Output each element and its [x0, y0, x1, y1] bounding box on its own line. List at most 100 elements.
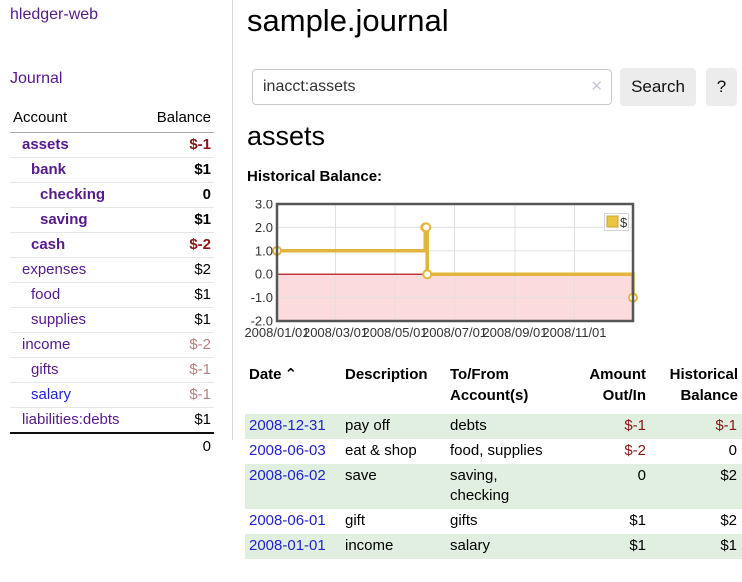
svg-text:-1.0: -1.0	[251, 290, 273, 305]
account-link[interactable]: income	[22, 336, 71, 353]
chart-frame	[275, 202, 635, 323]
y-axis-labels: 3.0 2.0 1.0 0.0 -1.0 -2.0	[251, 200, 273, 329]
account-link[interactable]: salary	[31, 386, 72, 403]
svg-text:2008/01/01: 2008/01/01	[244, 325, 309, 340]
register-header-to-from-account-s-: To/From Account(s)	[446, 362, 558, 414]
svg-text:0.0: 0.0	[255, 267, 273, 282]
sort-ascending-icon: ⌃	[284, 366, 298, 383]
account-balance: $1	[142, 157, 214, 183]
svg-text:2008/11/01: 2008/11/01	[542, 325, 606, 340]
account-balance: $1	[142, 407, 214, 433]
help-button[interactable]: ?	[706, 68, 737, 106]
account-balance: $1	[142, 307, 214, 333]
transaction-date-link-cell: 2008-06-01	[245, 509, 341, 534]
account-link[interactable]: assets	[22, 136, 69, 153]
register-header-label: Description	[345, 366, 428, 383]
register-row: 2008-06-03 eat & shop food, supplies $-2 0	[245, 439, 742, 464]
svg-text:-2.0: -2.0	[251, 314, 273, 329]
account-balance: 0	[142, 182, 214, 208]
accounts-total-value: 0	[142, 432, 214, 460]
search-button[interactable]: Search	[620, 68, 696, 106]
transaction-balance-cell: 0	[728, 442, 737, 459]
account-name-cell: bank	[10, 157, 143, 183]
sidebar-divider	[232, 0, 233, 440]
register-header-date[interactable]: Date ⌃	[245, 362, 341, 414]
account-link[interactable]: checking	[40, 186, 106, 203]
clear-search-icon[interactable]: ✕	[590, 78, 603, 95]
account-name-cell: cash	[10, 232, 143, 258]
transaction-date-link-cell: 2008-01-01	[245, 534, 341, 559]
account-balance: $2	[142, 257, 214, 283]
transaction-date-link[interactable]: 2008-06-03	[249, 442, 326, 459]
transaction-balance-cell: $2	[720, 467, 737, 484]
svg-text:2008/03/01: 2008/03/01	[303, 325, 368, 340]
register-header-amount-out-in: Amount Out/In	[558, 362, 650, 414]
account-row: salary $-1	[10, 382, 214, 408]
transaction-amount-cell: $-2	[624, 442, 646, 459]
main-panel: sample.journal ✕ Search ? assets Histori…	[244, 0, 742, 582]
transaction-date-link[interactable]: 2008-01-01	[249, 537, 326, 554]
transaction-amount-cell: $-1	[624, 417, 646, 434]
accounts-header-balance: Balance	[142, 107, 214, 133]
register-table: Date ⌃ Description To/From Account(s) Amount…	[245, 362, 742, 559]
account-row: bank $1	[10, 157, 214, 183]
account-link[interactable]: gifts	[31, 361, 59, 378]
transaction-balance-cell: $2	[720, 512, 737, 529]
transaction-date-link[interactable]: 2008-06-02	[249, 467, 326, 484]
register-row: 2008-01-01 income salary $1 $1	[245, 534, 742, 559]
account-link[interactable]: saving	[40, 211, 88, 228]
accounts-total-row: 0	[10, 432, 214, 460]
transaction-accounts-cell: salary	[450, 537, 491, 554]
accounts-table: Account Balance assets $-1 bank $1 checking 0…	[10, 107, 214, 460]
account-link[interactable]: expenses	[22, 261, 87, 278]
account-link[interactable]: liabilities:debts	[22, 411, 120, 428]
accounts-total-spacer	[10, 432, 143, 460]
transaction-accounts-cell: saving, checking	[450, 467, 510, 504]
svg-text:3.0: 3.0	[255, 200, 273, 212]
account-link[interactable]: supplies	[31, 311, 87, 328]
transaction-date-link-cell: 2008-06-03	[245, 439, 341, 464]
account-balance: $-2	[142, 232, 214, 258]
account-row: cash $-2	[10, 232, 214, 258]
historical-balance-chart: 3.0 2.0 1.0 0.0 -1.0 -2.02008/01/012008/03/01…	[244, 200, 638, 340]
register-row: 2008-06-01 gift gifts $1 $2	[245, 509, 742, 534]
balance-markers	[272, 222, 638, 303]
account-name-cell: saving	[10, 207, 143, 233]
sidebar-item-journal[interactable]: Journal	[10, 70, 63, 87]
register-header-label: Amount Out/In	[589, 366, 646, 404]
account-row: expenses $2	[10, 257, 214, 283]
account-row: checking 0	[10, 182, 214, 208]
accounts-header-account: Account	[10, 107, 143, 133]
chart-title-label: Historical Balance:	[247, 168, 383, 185]
account-name-cell: income	[10, 332, 143, 358]
register-header-historical-balance: Historical Balance	[650, 362, 742, 414]
transaction-accounts-cell: debts	[450, 417, 487, 434]
svg-text:2008/07/01: 2008/07/01	[422, 325, 487, 340]
transaction-amount-cell: 0	[637, 467, 646, 484]
legend-series-label: $	[620, 215, 628, 230]
account-name-cell: salary	[10, 382, 143, 408]
account-link[interactable]: cash	[31, 236, 66, 253]
transaction-date-link-cell: 2008-12-31	[245, 414, 341, 439]
account-link[interactable]: bank	[31, 161, 67, 178]
app-title-link[interactable]: hledger-web	[10, 6, 99, 23]
register-header-label: Date	[249, 366, 282, 383]
account-balance: $-2	[142, 332, 214, 358]
register-header-row: Date ⌃ Description To/From Account(s) Amount…	[245, 362, 742, 414]
account-link[interactable]: food	[31, 286, 61, 303]
search-box: ✕	[252, 69, 612, 105]
svg-text:2.0: 2.0	[255, 220, 273, 235]
account-row: liabilities:debts $1	[10, 407, 214, 433]
account-row: assets $-1	[10, 133, 214, 158]
page-title: sample.journal	[247, 3, 449, 38]
transaction-amount-cell: $1	[629, 512, 646, 529]
account-name-cell: gifts	[10, 357, 143, 383]
transaction-date-link[interactable]: 2008-12-31	[249, 417, 326, 434]
transaction-description-cell: income	[345, 537, 394, 554]
account-name-cell: food	[10, 282, 143, 308]
account-row: food $1	[10, 282, 214, 308]
transaction-date-link[interactable]: 2008-06-01	[249, 512, 326, 529]
register-row: 2008-06-02 save saving, checking 0 $2	[245, 464, 742, 509]
search-input[interactable]	[252, 69, 612, 105]
